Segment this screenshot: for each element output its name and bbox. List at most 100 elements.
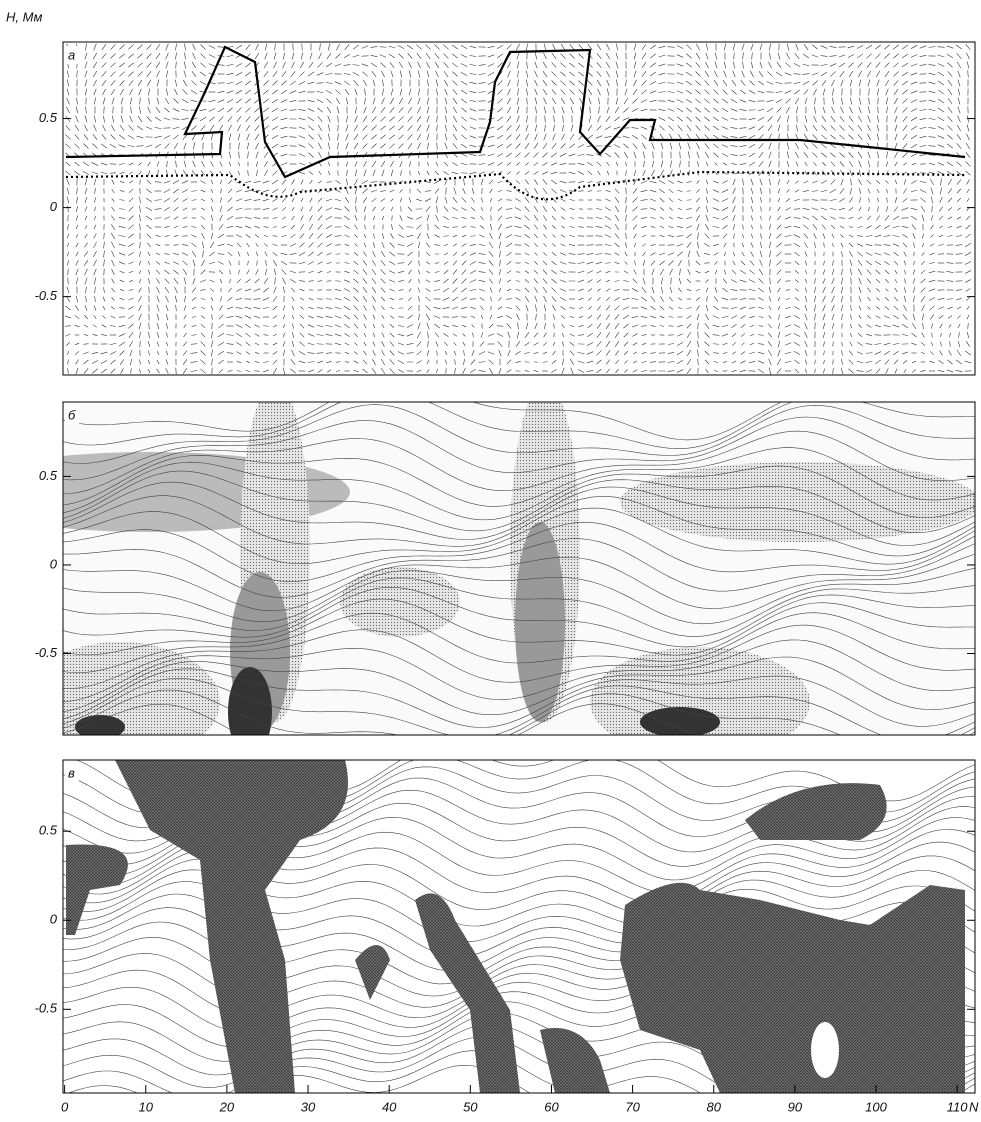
vector — [318, 116, 322, 121]
vector — [499, 368, 501, 374]
vector — [417, 53, 421, 59]
y-tick-label: -0.5 — [35, 288, 58, 303]
vector — [938, 360, 943, 364]
vector — [785, 325, 791, 328]
vector — [929, 146, 936, 147]
vector — [787, 189, 790, 192]
vector — [543, 62, 547, 68]
vector — [479, 351, 485, 354]
vector — [878, 198, 879, 202]
vector — [777, 107, 782, 112]
vector — [920, 118, 927, 119]
vector — [92, 172, 98, 174]
vector — [560, 297, 566, 300]
vector — [218, 333, 224, 337]
vector — [236, 316, 243, 318]
vector — [461, 163, 468, 165]
vector — [578, 54, 583, 59]
vector — [516, 289, 521, 291]
vector — [272, 126, 278, 129]
vector — [480, 225, 484, 228]
vector — [677, 252, 682, 256]
vector — [104, 233, 105, 239]
vector — [947, 281, 954, 282]
vector — [777, 234, 782, 239]
vector — [650, 81, 656, 84]
vector — [560, 262, 566, 265]
vector — [507, 360, 511, 365]
vector — [677, 370, 683, 373]
vector — [111, 224, 114, 229]
vector — [551, 163, 557, 166]
vector — [157, 305, 159, 312]
vector — [579, 89, 583, 94]
vector — [642, 343, 646, 344]
vector — [526, 80, 527, 87]
vector — [723, 163, 727, 165]
vector — [562, 333, 564, 337]
vector — [398, 263, 405, 264]
vector — [731, 279, 737, 282]
vector — [272, 144, 278, 148]
vector — [362, 72, 367, 77]
vector — [911, 208, 918, 210]
vector — [283, 62, 286, 68]
vector — [535, 296, 538, 302]
vector — [364, 107, 367, 113]
vector — [461, 126, 466, 131]
vector — [345, 207, 350, 212]
vector — [121, 368, 124, 373]
vector — [785, 63, 790, 68]
vector — [958, 341, 959, 347]
vector — [434, 280, 440, 281]
vector — [714, 253, 718, 256]
vector — [139, 288, 142, 293]
vector — [859, 161, 862, 167]
vector — [140, 224, 141, 231]
vector — [147, 71, 151, 77]
vector — [479, 244, 485, 246]
vector — [697, 161, 698, 167]
vector — [651, 227, 655, 228]
vector — [642, 244, 645, 247]
vector — [768, 125, 772, 131]
vector — [760, 251, 762, 257]
vector — [713, 190, 719, 193]
vector — [776, 91, 783, 92]
vector — [435, 263, 439, 264]
vector — [344, 297, 350, 300]
vector — [309, 233, 313, 239]
vector — [166, 342, 167, 346]
vector — [812, 200, 819, 201]
vector — [644, 161, 645, 167]
vector — [947, 360, 952, 364]
vector — [137, 146, 144, 147]
vector — [698, 323, 699, 330]
vector — [632, 288, 638, 291]
vector — [436, 162, 438, 166]
vector — [624, 152, 627, 158]
vector — [65, 144, 70, 149]
vector — [758, 117, 764, 120]
vector — [462, 279, 467, 284]
vector — [525, 197, 529, 202]
vector — [893, 216, 899, 220]
vector — [111, 207, 114, 211]
vector — [858, 226, 863, 227]
vector — [516, 281, 520, 282]
vector — [956, 298, 961, 300]
vector — [777, 270, 781, 275]
vector — [344, 54, 350, 57]
vector — [293, 323, 294, 328]
vector — [273, 62, 276, 68]
vector — [300, 289, 305, 291]
vector — [859, 107, 862, 113]
vector — [824, 360, 825, 364]
vector — [859, 306, 861, 311]
vector — [272, 99, 278, 103]
vector — [786, 53, 789, 59]
vector — [832, 296, 835, 302]
vector — [354, 179, 357, 185]
vector — [373, 251, 376, 257]
vector — [407, 252, 412, 256]
